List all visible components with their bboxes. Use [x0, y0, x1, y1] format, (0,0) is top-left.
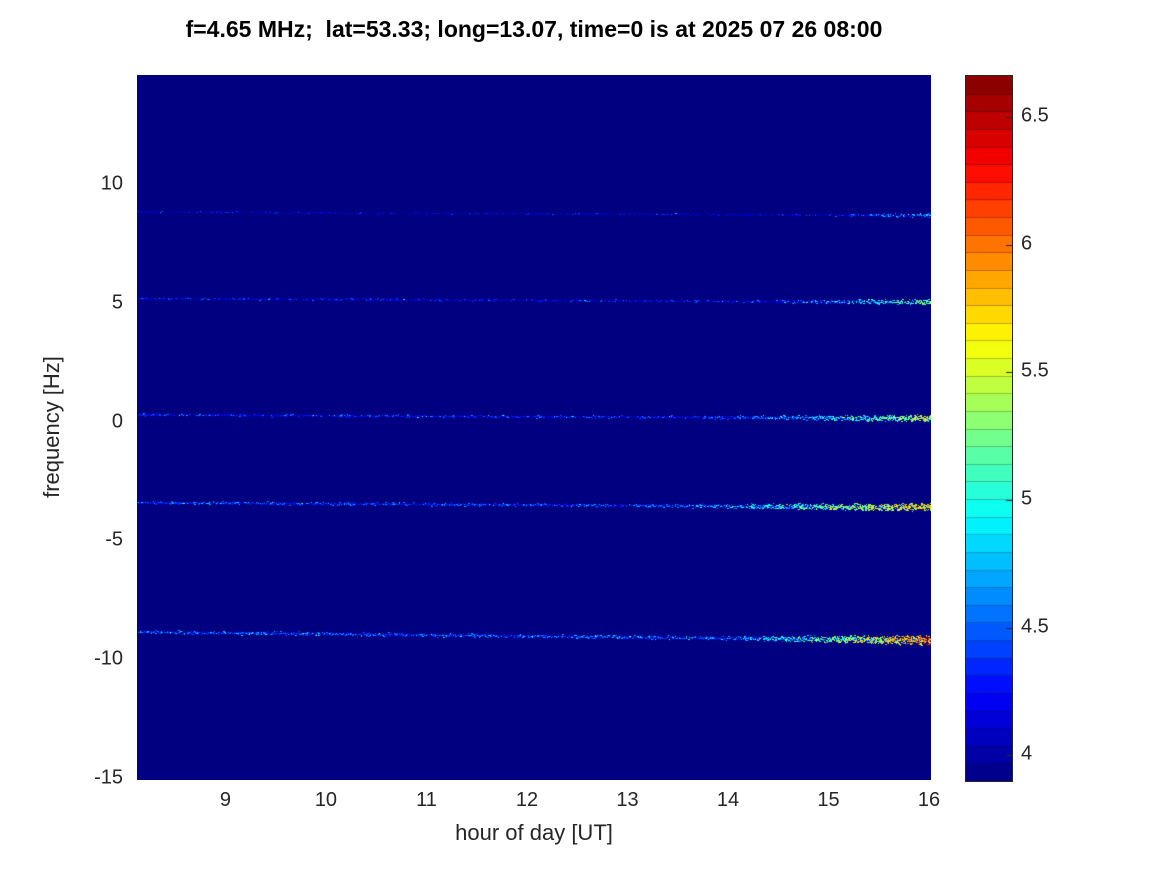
x-tick-label: 12 [515, 789, 539, 811]
y-tick-label: 5 [111, 291, 123, 314]
colorbar-tick-label: 5.5 [1021, 359, 1049, 382]
y-tick-label: 0 [111, 410, 123, 433]
x-tick-label: 13 [616, 789, 639, 811]
x-tick-label: 15 [817, 789, 840, 811]
x-tick-label: 11 [416, 789, 437, 811]
y-axis-label: frequency [Hz] [39, 356, 64, 498]
x-tick-label: 9 [219, 789, 231, 811]
spectrogram-plot [137, 75, 931, 780]
x-tick-label: 14 [716, 789, 740, 811]
x-tick-label: 16 [917, 789, 941, 811]
colorbar-tick-label: 4.5 [1021, 615, 1049, 638]
y-tick-label: -5 [105, 528, 123, 551]
colorbar [965, 75, 1013, 782]
x-tick-label: 10 [314, 789, 338, 811]
colorbar-tick-label: 6 [1021, 232, 1033, 255]
y-tick-label: -15 [94, 766, 123, 789]
plot-title: f=4.65 MHz; lat=53.33; long=13.07, time=… [185, 16, 883, 42]
x-axis-label: hour of day [UT] [455, 820, 613, 845]
y-tick-label: -10 [94, 647, 123, 670]
colorbar-tick-label: 6.5 [1021, 104, 1049, 127]
colorbar-tick-label: 5 [1021, 487, 1033, 510]
y-tick-label: 10 [100, 172, 123, 195]
colorbar-tick-label: 4 [1021, 742, 1033, 765]
